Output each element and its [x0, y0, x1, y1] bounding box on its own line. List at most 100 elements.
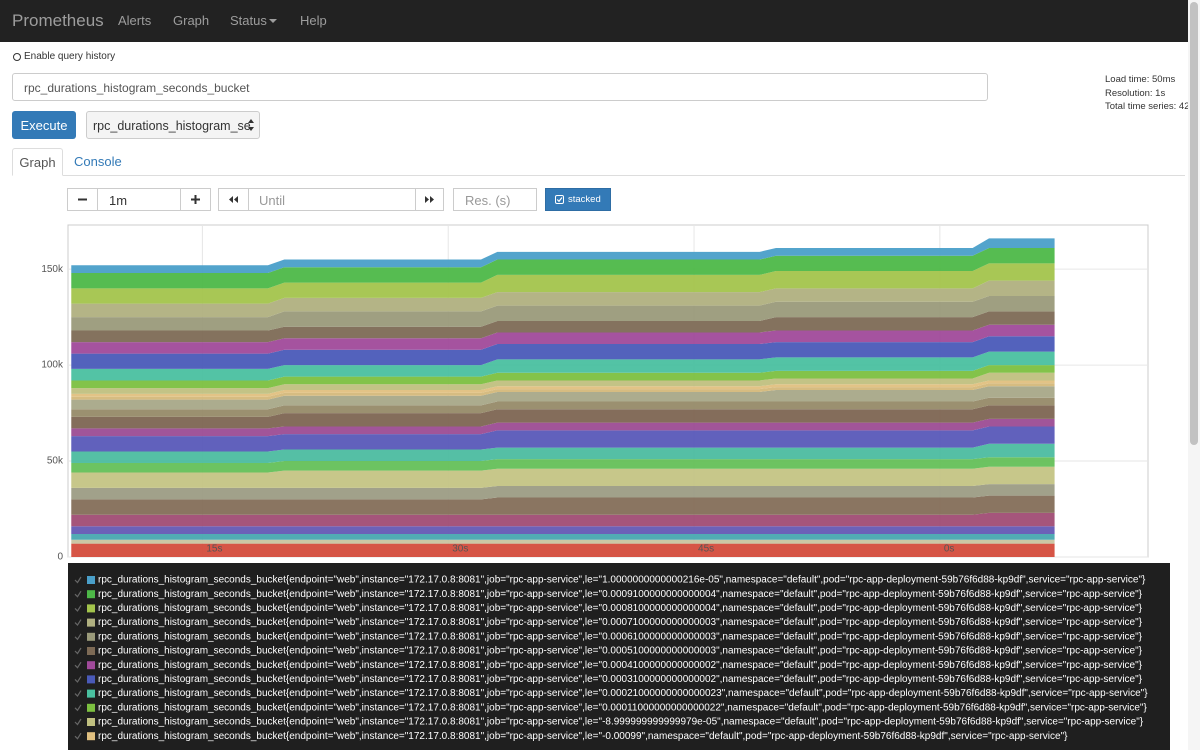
range-input[interactable]: 1m	[97, 188, 181, 211]
range-plus[interactable]	[180, 188, 211, 211]
range-minus[interactable]	[67, 188, 98, 211]
nav-link[interactable]: Alerts	[118, 13, 152, 28]
legend-entry: rpc_durations_histogram_seconds_bucket{e…	[98, 617, 1143, 628]
x-tick-label: 45s	[698, 544, 714, 555]
legend-swatch	[87, 675, 95, 684]
legend-check	[74, 576, 82, 584]
area-band	[71, 526, 1055, 534]
nav-link[interactable]: Status	[230, 13, 267, 28]
legend-swatch	[87, 604, 95, 613]
legend-check	[74, 704, 82, 712]
legend-swatch	[87, 632, 95, 641]
y-tick-label: 100k	[41, 360, 64, 371]
legend-swatch	[87, 590, 95, 599]
legend-check	[74, 718, 82, 726]
legend-swatch	[87, 703, 95, 712]
area-band	[71, 380, 1055, 397]
legend-swatch	[87, 576, 95, 584]
stat: Resolution: 1s	[1105, 87, 1166, 99]
area-band	[71, 466, 1055, 488]
execute-button[interactable]: Execute	[12, 111, 76, 139]
stat: Load time: 50ms	[1105, 74, 1176, 85]
area-band	[71, 484, 1055, 500]
area-band	[71, 443, 1055, 463]
area-band	[71, 248, 1055, 289]
legend-check	[74, 690, 82, 698]
until-input[interactable]: Until	[248, 188, 416, 211]
area-band	[71, 263, 1055, 304]
time-forward[interactable]	[415, 188, 444, 211]
stats: Load time: 50ms Resolution: 1s Total tim…	[1105, 73, 1189, 114]
legend-entry: rpc_durations_histogram_seconds_bucket{e…	[98, 674, 1143, 685]
area-band	[71, 238, 1055, 273]
area-band	[71, 539, 1055, 544]
x-tick-label: 30s	[452, 544, 468, 555]
stat: Total time series: 42	[1105, 101, 1190, 112]
legend-entry: rpc_durations_histogram_seconds_bucket{e…	[98, 731, 1068, 742]
legend-check	[74, 647, 82, 655]
legend-check	[74, 661, 82, 669]
expression-input[interactable]: rpc_durations_histogram_seconds_bucket	[12, 73, 988, 101]
area-band	[71, 495, 1055, 515]
select-arrows	[248, 119, 254, 131]
legend-swatch	[87, 647, 95, 655]
legend-entry: rpc_durations_histogram_seconds_bucket{e…	[98, 702, 1147, 713]
tab[interactable]: Graph	[12, 148, 63, 176]
history-label: Enable query history	[24, 51, 116, 62]
x-tick-label: 0s	[944, 544, 955, 555]
legend-check	[74, 590, 82, 598]
area-band	[71, 372, 1055, 394]
metric-select[interactable]: rpc_durations_histogram_se	[86, 111, 260, 139]
legend-entry: rpc_durations_histogram_seconds_bucket{e…	[98, 688, 1148, 699]
scroll-thumb[interactable]	[1190, 2, 1198, 445]
legend-swatch	[87, 618, 95, 627]
y-tick-label: 50k	[47, 456, 64, 467]
nav-link[interactable]: Graph	[173, 13, 210, 28]
y-tick-label: 0	[57, 552, 63, 563]
legend-entry: rpc_durations_histogram_seconds_bucket{e…	[98, 660, 1143, 671]
tab[interactable]: Console	[74, 154, 122, 169]
nav-link[interactable]: Help	[300, 13, 327, 28]
navbar: Prometheus Alerts Graph Status Help	[0, 0, 1200, 42]
legend-entry: rpc_durations_histogram_seconds_bucket{e…	[98, 589, 1143, 600]
legend-swatch	[87, 661, 95, 670]
stacked-button[interactable]: stacked	[545, 188, 611, 211]
legend-entry: rpc_durations_histogram_seconds_bucket{e…	[98, 646, 1143, 657]
legend-entry: rpc_durations_histogram_seconds_bucket{e…	[98, 717, 1144, 728]
tab-rule	[12, 175, 1185, 176]
resolution-input[interactable]: Res. (s)	[453, 188, 537, 211]
area-band	[71, 426, 1055, 452]
area-band	[71, 365, 1055, 389]
area-band	[71, 324, 1055, 354]
brand[interactable]: Prometheus	[12, 11, 104, 30]
area-band	[71, 386, 1055, 410]
area-band	[71, 296, 1055, 331]
legend-swatch	[87, 732, 95, 741]
scrollbar[interactable]	[1188, 0, 1200, 750]
area-band	[71, 336, 1055, 369]
legend-check	[74, 732, 82, 740]
y-tick-label: 150k	[41, 264, 64, 275]
time-back[interactable]	[218, 188, 249, 211]
legend-entry: rpc_durations_histogram_seconds_bucket{e…	[98, 631, 1143, 642]
dropdown-caret	[269, 19, 277, 23]
legend-box	[68, 563, 1170, 750]
area-band	[71, 512, 1055, 527]
stacked-label: stacked	[568, 194, 601, 205]
area-band	[71, 405, 1055, 429]
legend-check	[74, 633, 82, 641]
legend-swatch	[87, 689, 95, 698]
area-band	[71, 311, 1055, 343]
legend-check	[74, 619, 82, 627]
area-band	[71, 457, 1055, 473]
legend-check	[74, 676, 82, 683]
plot-area	[67, 224, 1149, 558]
x-tick-label: 15s	[206, 544, 222, 555]
area-band	[71, 418, 1055, 437]
area-band	[71, 280, 1055, 318]
history-checkbox[interactable]	[13, 53, 21, 61]
area-band	[71, 351, 1055, 381]
legend-check	[74, 605, 82, 612]
area-band	[71, 533, 1055, 540]
area-band	[71, 383, 1055, 400]
